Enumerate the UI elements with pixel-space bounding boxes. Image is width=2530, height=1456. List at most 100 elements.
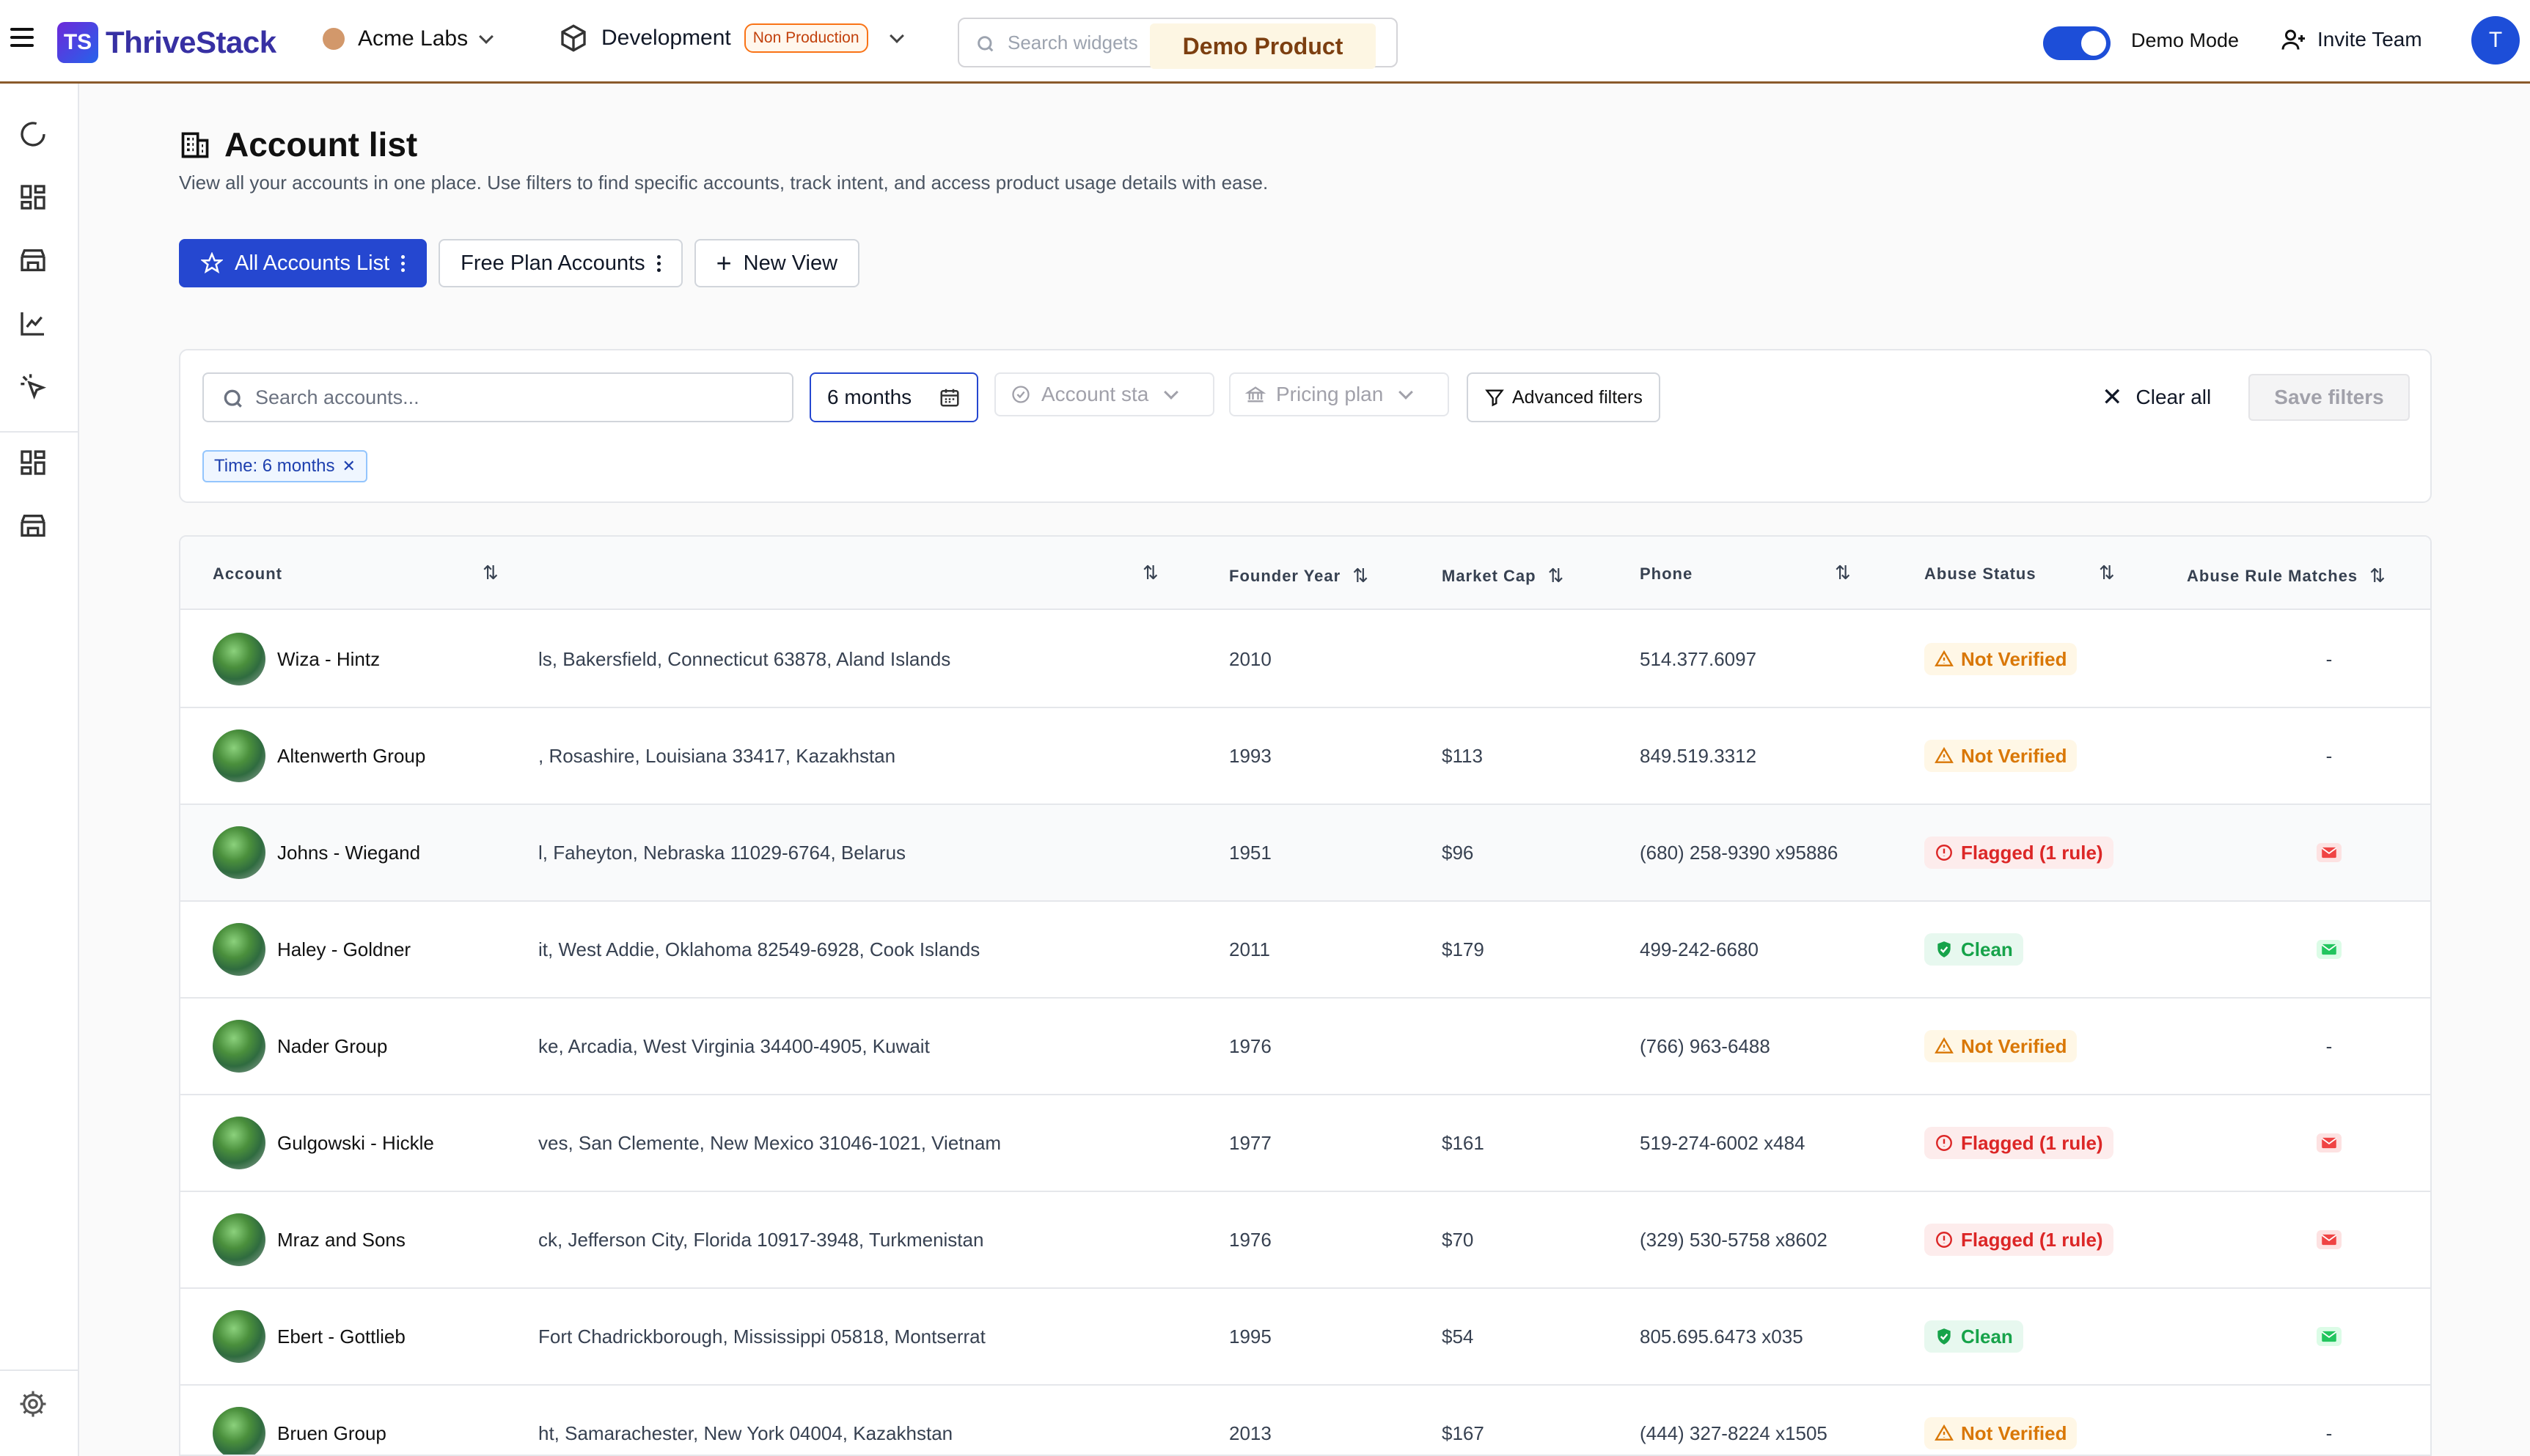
sort-icon[interactable]: ⇅ [1548,565,1565,587]
column-header-market-cap[interactable]: Market Cap ⇅ [1442,565,1564,587]
table-row[interactable]: Gulgowski - Hickle ves, San Clemente, New… [180,1095,2432,1192]
mail-icon[interactable] [2317,1230,2342,1249]
demo-mode-toggle[interactable] [2043,26,2111,60]
logo[interactable]: TS ThriveStack [57,22,276,63]
founder-year-cell: 1977 [1229,1095,1420,1191]
column-header-account[interactable]: Account [213,565,282,584]
sort-icon[interactable]: ⇅ [1143,562,1159,584]
account-avatar [213,1020,265,1073]
column-header-phone[interactable]: Phone [1640,565,1693,584]
clear-all-button[interactable]: ✕ Clear all [2102,383,2211,412]
phone-cell: 499-242-6680 [1640,902,1911,997]
founder-year-value: 1995 [1229,1326,1272,1348]
dashboard-icon[interactable] [18,447,48,478]
table-row[interactable]: Nader Group ke, Arcadia, West Virginia 34… [180,999,2432,1095]
account-cell[interactable]: Gulgowski - Hickle [180,1095,538,1191]
phone-cell: 805.695.6473 x035 [1640,1289,1911,1384]
environment-selector[interactable]: Development Non Production [559,23,902,53]
account-cell[interactable]: Johns - Wiegand [180,805,538,900]
account-name[interactable]: Ebert - Gottlieb [277,1326,406,1348]
sort-icon[interactable]: ⇅ [2369,565,2386,587]
account-name[interactable]: Haley - Goldner [277,938,411,961]
sort-icon[interactable]: ⇅ [2099,562,2115,584]
warning-icon [1935,1037,1954,1056]
gear-icon[interactable] [18,1389,48,1419]
column-header-label: Founder Year [1229,567,1341,586]
account-name[interactable]: Mraz and Sons [277,1229,406,1251]
column-header-abuse-rule-matches[interactable]: Abuse Rule Matches ⇅ [2187,565,2386,587]
org-selector[interactable]: Acme Labs [323,26,491,51]
mail-icon[interactable] [2317,1327,2342,1346]
dashboard-icon[interactable] [18,182,48,213]
account-name[interactable]: Bruen Group [277,1422,386,1445]
account-name[interactable]: Wiza - Hintz [277,648,380,671]
rule-matches-value: - [2326,648,2333,671]
table-row[interactable]: Wiza - Hintz ls, Bakersfield, Connecticut… [180,611,2432,708]
column-header-abuse-status[interactable]: Abuse Status [1924,565,2036,584]
mail-icon[interactable] [2317,843,2342,862]
demo-mode-label: Demo Mode [2131,29,2239,52]
account-cell[interactable]: Altenwerth Group [180,708,538,804]
sort-icon[interactable]: ⇅ [483,562,499,584]
account-avatar [213,1213,265,1266]
more-vertical-icon[interactable] [657,255,661,272]
store-icon[interactable] [18,245,48,276]
close-icon[interactable]: ✕ [342,457,356,476]
mail-icon[interactable] [2317,1133,2342,1152]
account-cell[interactable]: Nader Group [180,999,538,1094]
advanced-filters-button[interactable]: Advanced filters [1467,372,1660,422]
tab-free-plan-accounts[interactable]: Free Plan Accounts [439,239,682,287]
new-view-button[interactable]: + New View [694,239,859,287]
avatar[interactable]: T [2471,16,2520,65]
alert-circle-icon [1935,1230,1954,1249]
table-row[interactable]: Bruen Group ht, Samarachester, New York 0… [180,1386,2432,1456]
view-tabs: All Accounts List Free Plan Accounts + N… [179,239,859,287]
table-row[interactable]: Haley - Goldner it, West Addie, Oklahoma … [180,902,2432,999]
sort-icon[interactable]: ⇅ [1835,562,1851,584]
chart-icon[interactable] [18,308,48,339]
sort-icon[interactable]: ⇅ [1352,565,1369,587]
more-vertical-icon[interactable] [401,255,405,272]
store-icon[interactable] [18,510,48,541]
column-header-founder-year[interactable]: Founder Year ⇅ [1229,565,1369,587]
advanced-filters-label: Advanced filters [1512,387,1643,408]
status-badge: Flagged (1 rule) [1924,837,2113,869]
account-name[interactable]: Johns - Wiegand [277,842,420,864]
account-avatar [213,729,265,782]
abuse-status-cell: Not Verified [1924,708,2174,804]
address-value: ht, Samarachester, New York 04004, Kazak… [538,1422,953,1445]
invite-team-button[interactable]: Invite Team [2281,26,2422,53]
menu-icon[interactable] [10,28,34,47]
account-cell[interactable]: Ebert - Gottlieb [180,1289,538,1384]
page-header: Account list [179,125,417,164]
tab-all-accounts[interactable]: All Accounts List [179,239,427,287]
account-cell[interactable]: Haley - Goldner [180,902,538,997]
account-status-select[interactable]: Account sta [994,372,1214,416]
column-header-label: Market Cap [1442,567,1536,586]
phone-value: 849.519.3312 [1640,745,1756,768]
chevron-down-icon [479,29,494,44]
founder-year-cell: 2013 [1229,1386,1420,1456]
pricing-plan-select[interactable]: Pricing plan [1229,372,1449,416]
table-row[interactable]: Johns - Wiegand l, Faheyton, Nebraska 110… [180,805,2432,902]
mail-icon[interactable] [2317,940,2342,959]
time-range-picker[interactable]: 6 months [810,372,978,422]
search-accounts-input[interactable]: Search accounts... [202,372,793,422]
phone-value: (766) 963-6488 [1640,1035,1770,1058]
table-row[interactable]: Altenwerth Group , Rosashire, Louisiana 3… [180,708,2432,805]
account-name[interactable]: Nader Group [277,1035,387,1058]
account-cell[interactable]: Mraz and Sons [180,1192,538,1287]
table-row[interactable]: Mraz and Sons ck, Jefferson City, Florida… [180,1192,2432,1289]
market-cap-cell [1442,611,1618,707]
plus-icon: + [716,250,732,276]
account-cell[interactable]: Bruen Group [180,1386,538,1456]
logo-mark: TS [57,22,98,63]
save-filters-button[interactable]: Save filters [2248,374,2410,421]
loading-icon[interactable] [18,119,48,150]
account-cell[interactable]: Wiza - Hintz [180,611,538,707]
account-name[interactable]: Altenwerth Group [277,745,425,768]
cursor-click-icon[interactable] [18,371,48,402]
account-name[interactable]: Gulgowski - Hickle [277,1132,434,1155]
status-badge-label: Flagged (1 rule) [1961,1229,2103,1251]
table-row[interactable]: Ebert - Gottlieb Fort Chadrickborough, Mi… [180,1289,2432,1386]
